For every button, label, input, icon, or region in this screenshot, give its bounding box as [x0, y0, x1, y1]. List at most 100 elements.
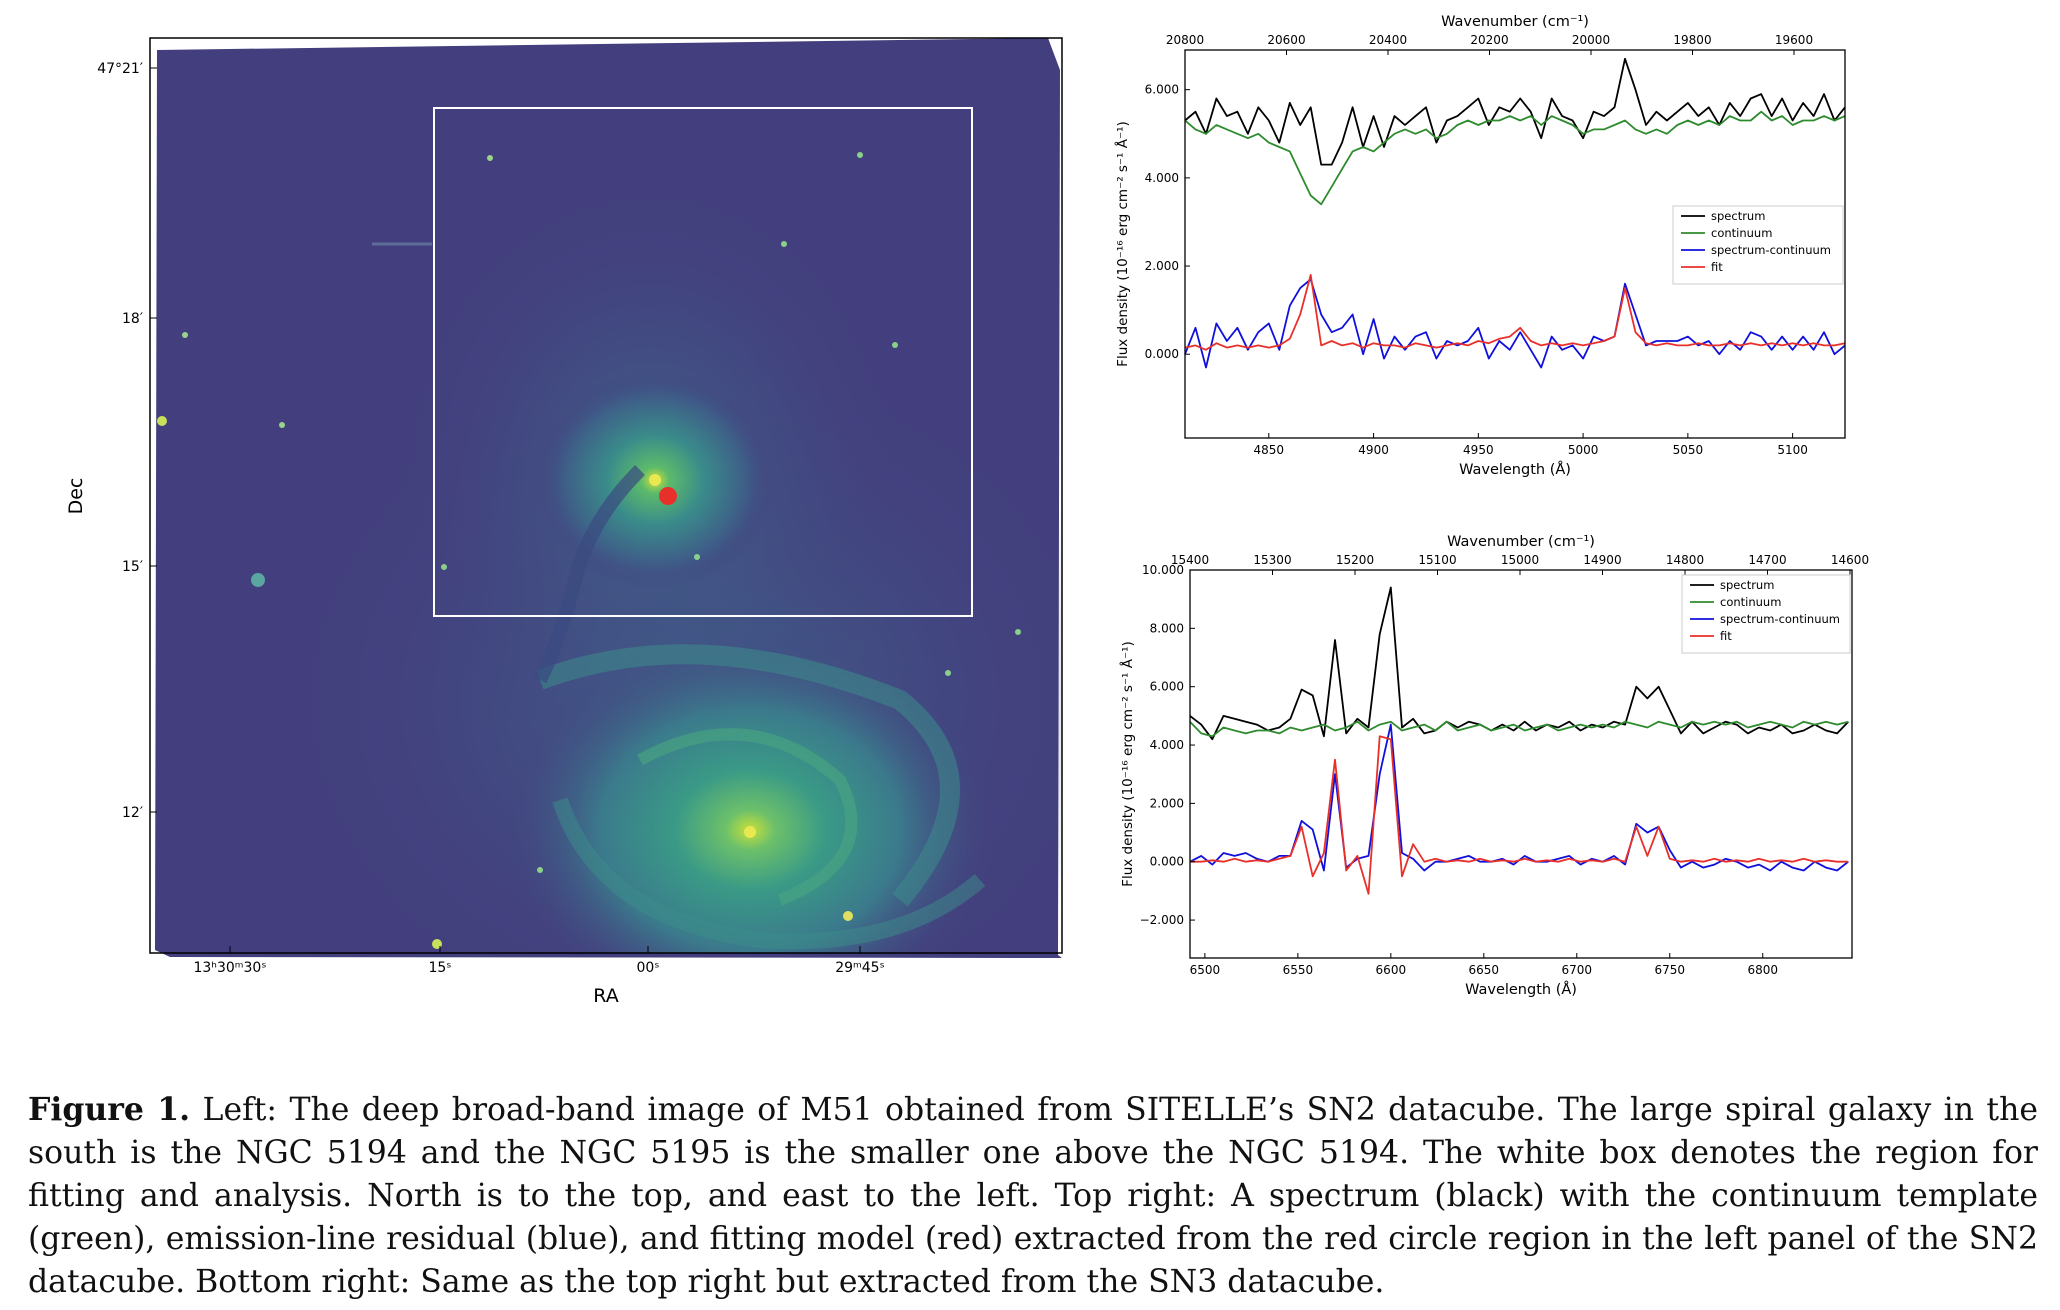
- star: [744, 826, 756, 838]
- top-axis-label: Wavenumber (cm⁻¹): [1441, 14, 1589, 30]
- y-tick-label: 10.000: [1142, 563, 1184, 577]
- top-tick-label: 14900: [1583, 553, 1621, 567]
- y-tick-label: 2.000: [1150, 796, 1184, 810]
- top-tick-label: 14700: [1748, 553, 1786, 567]
- dec-tick-label: 12′: [122, 805, 143, 821]
- y-tick-label: 4.000: [1145, 171, 1179, 185]
- x-tick-label: 4900: [1358, 443, 1389, 457]
- x-tick-label: 6550: [1283, 963, 1314, 977]
- top-axis-label: Wavenumber (cm⁻¹): [1447, 534, 1595, 550]
- legend: spectrum continuum spectrum-continuum fit: [1672, 205, 1844, 285]
- legend-entry: spectrum: [1720, 578, 1774, 592]
- spiral-arm: [552, 797, 986, 950]
- galaxy-image-panel: 13ʰ30ᵐ30ˢ 15ˢ 00ˢ 29ᵐ45ˢ 47°21′ 18′ 15′ 12′ RA…: [65, 37, 1063, 1007]
- dec-tick-label: 18′: [122, 311, 143, 327]
- legend-entry: spectrum-continuum: [1711, 243, 1831, 257]
- x-tick-label: 6800: [1747, 963, 1778, 977]
- x-tick-label: 6650: [1469, 963, 1500, 977]
- x-tick-label: 6750: [1654, 963, 1685, 977]
- star: [857, 152, 863, 158]
- legend: spectrum continuum spectrum-continuum fit: [1681, 574, 1851, 654]
- star: [251, 573, 265, 587]
- legend-entry: fit: [1711, 260, 1723, 274]
- legend-entry: spectrum: [1711, 209, 1765, 223]
- legend-entry: spectrum-continuum: [1720, 612, 1840, 626]
- y-axis-label: Flux density (10⁻¹⁶ erg cm⁻² s⁻¹ Å⁻¹): [1114, 121, 1131, 367]
- legend-entry: continuum: [1711, 226, 1772, 240]
- series-line-fit: [1184, 273, 1846, 351]
- dec-tick-label: 15′: [122, 559, 143, 575]
- spectrum-chart-sn3: 6500 6550 6600 6650 6700 6750 6800 −2.000 0.000 2…: [1119, 534, 1869, 998]
- star: [843, 911, 853, 921]
- top-tick-label: 19600: [1775, 33, 1813, 47]
- top-tick-label: 20200: [1470, 33, 1508, 47]
- series-line-spectrum-continuum: [1189, 723, 1849, 872]
- series-line-continuum: [1184, 110, 1846, 206]
- x-tick-label: 6500: [1190, 963, 1221, 977]
- top-tick-label: 15100: [1418, 553, 1456, 567]
- top-tick-label: 15300: [1253, 553, 1291, 567]
- y-tick-label: 6.000: [1145, 83, 1179, 97]
- series-line-spectrum: [1184, 57, 1846, 166]
- star: [781, 241, 787, 247]
- legend-entry: continuum: [1720, 595, 1781, 609]
- y-tick-label: 6.000: [1150, 680, 1184, 694]
- y-tick-label: 8.000: [1150, 621, 1184, 635]
- ra-tick-label: 15ˢ: [428, 960, 451, 976]
- star: [945, 670, 951, 676]
- top-tick-label: 19800: [1673, 33, 1711, 47]
- spiral-arm: [536, 644, 960, 907]
- legend-box: [1681, 574, 1851, 654]
- star: [182, 332, 188, 338]
- y-tick-label: 2.000: [1145, 259, 1179, 273]
- x-tick-label: 6600: [1376, 963, 1407, 977]
- star: [537, 867, 543, 873]
- x-tick-label: 5050: [1673, 443, 1704, 457]
- series-line-spectrum: [1189, 586, 1849, 741]
- star: [1015, 629, 1021, 635]
- dec-tick-label: 47°21′: [97, 61, 143, 77]
- caption-text: Left: The deep broad-band image of M51 o…: [28, 1092, 2038, 1300]
- series-line-fit: [1190, 735, 1849, 895]
- x-tick-label: 5000: [1568, 443, 1599, 457]
- x-tick-label: 4950: [1463, 443, 1494, 457]
- plot-frame: [1184, 49, 1846, 439]
- caption-label: Figure 1.: [28, 1091, 191, 1128]
- star: [441, 564, 447, 570]
- ra-tick-label: 29ᵐ45ˢ: [835, 960, 885, 976]
- top-tick-label: 14800: [1666, 553, 1704, 567]
- top-tick-label: 14600: [1831, 553, 1869, 567]
- star: [279, 422, 285, 428]
- top-tick-label: 15400: [1171, 553, 1209, 567]
- figure-caption: Figure 1. Left: The deep broad-band imag…: [28, 1088, 2038, 1304]
- top-tick-label: 15200: [1336, 553, 1374, 567]
- image-frame: [149, 37, 1063, 954]
- x-tick-label: 4850: [1254, 443, 1285, 457]
- analysis-region-box: [433, 107, 973, 617]
- ra-tick-label: 00ˢ: [636, 960, 659, 976]
- star: [694, 554, 700, 560]
- image-y-label: Dec: [65, 478, 87, 515]
- x-tick-label: 6700: [1562, 963, 1593, 977]
- star: [487, 155, 493, 161]
- y-axis-label: Flux density (10⁻¹⁶ erg cm⁻² s⁻¹ Å⁻¹): [1119, 641, 1136, 887]
- y-tick-label: 0.000: [1150, 855, 1184, 869]
- dust-lane: [533, 465, 645, 684]
- series-line-spectrum-continuum: [1184, 278, 1846, 369]
- y-tick-label: 4.000: [1150, 738, 1184, 752]
- x-axis-label: Wavelength (Å): [1459, 461, 1571, 478]
- spectrum-chart-sn2: 4850 4900 4950 5000 5050 5100 0.000 2.000 4.000 6…: [1114, 14, 1846, 478]
- x-tick-label: 5100: [1777, 443, 1808, 457]
- y-tick-label: −2.000: [1140, 913, 1184, 927]
- top-tick-label: 20800: [1166, 33, 1204, 47]
- plot-frame: [1189, 569, 1853, 959]
- legend-entry: fit: [1720, 629, 1732, 643]
- star: [157, 416, 167, 426]
- figure-1: 13ʰ30ᵐ30ˢ 15ˢ 00ˢ 29ᵐ45ˢ 47°21′ 18′ 15′ 12′ RA…: [65, 14, 1869, 1007]
- top-tick-label: 20600: [1267, 33, 1305, 47]
- series-line-continuum: [1189, 720, 1849, 738]
- star: [892, 342, 898, 348]
- spiral-arm: [637, 728, 858, 906]
- star: [649, 474, 661, 486]
- legend-box: [1672, 205, 1844, 285]
